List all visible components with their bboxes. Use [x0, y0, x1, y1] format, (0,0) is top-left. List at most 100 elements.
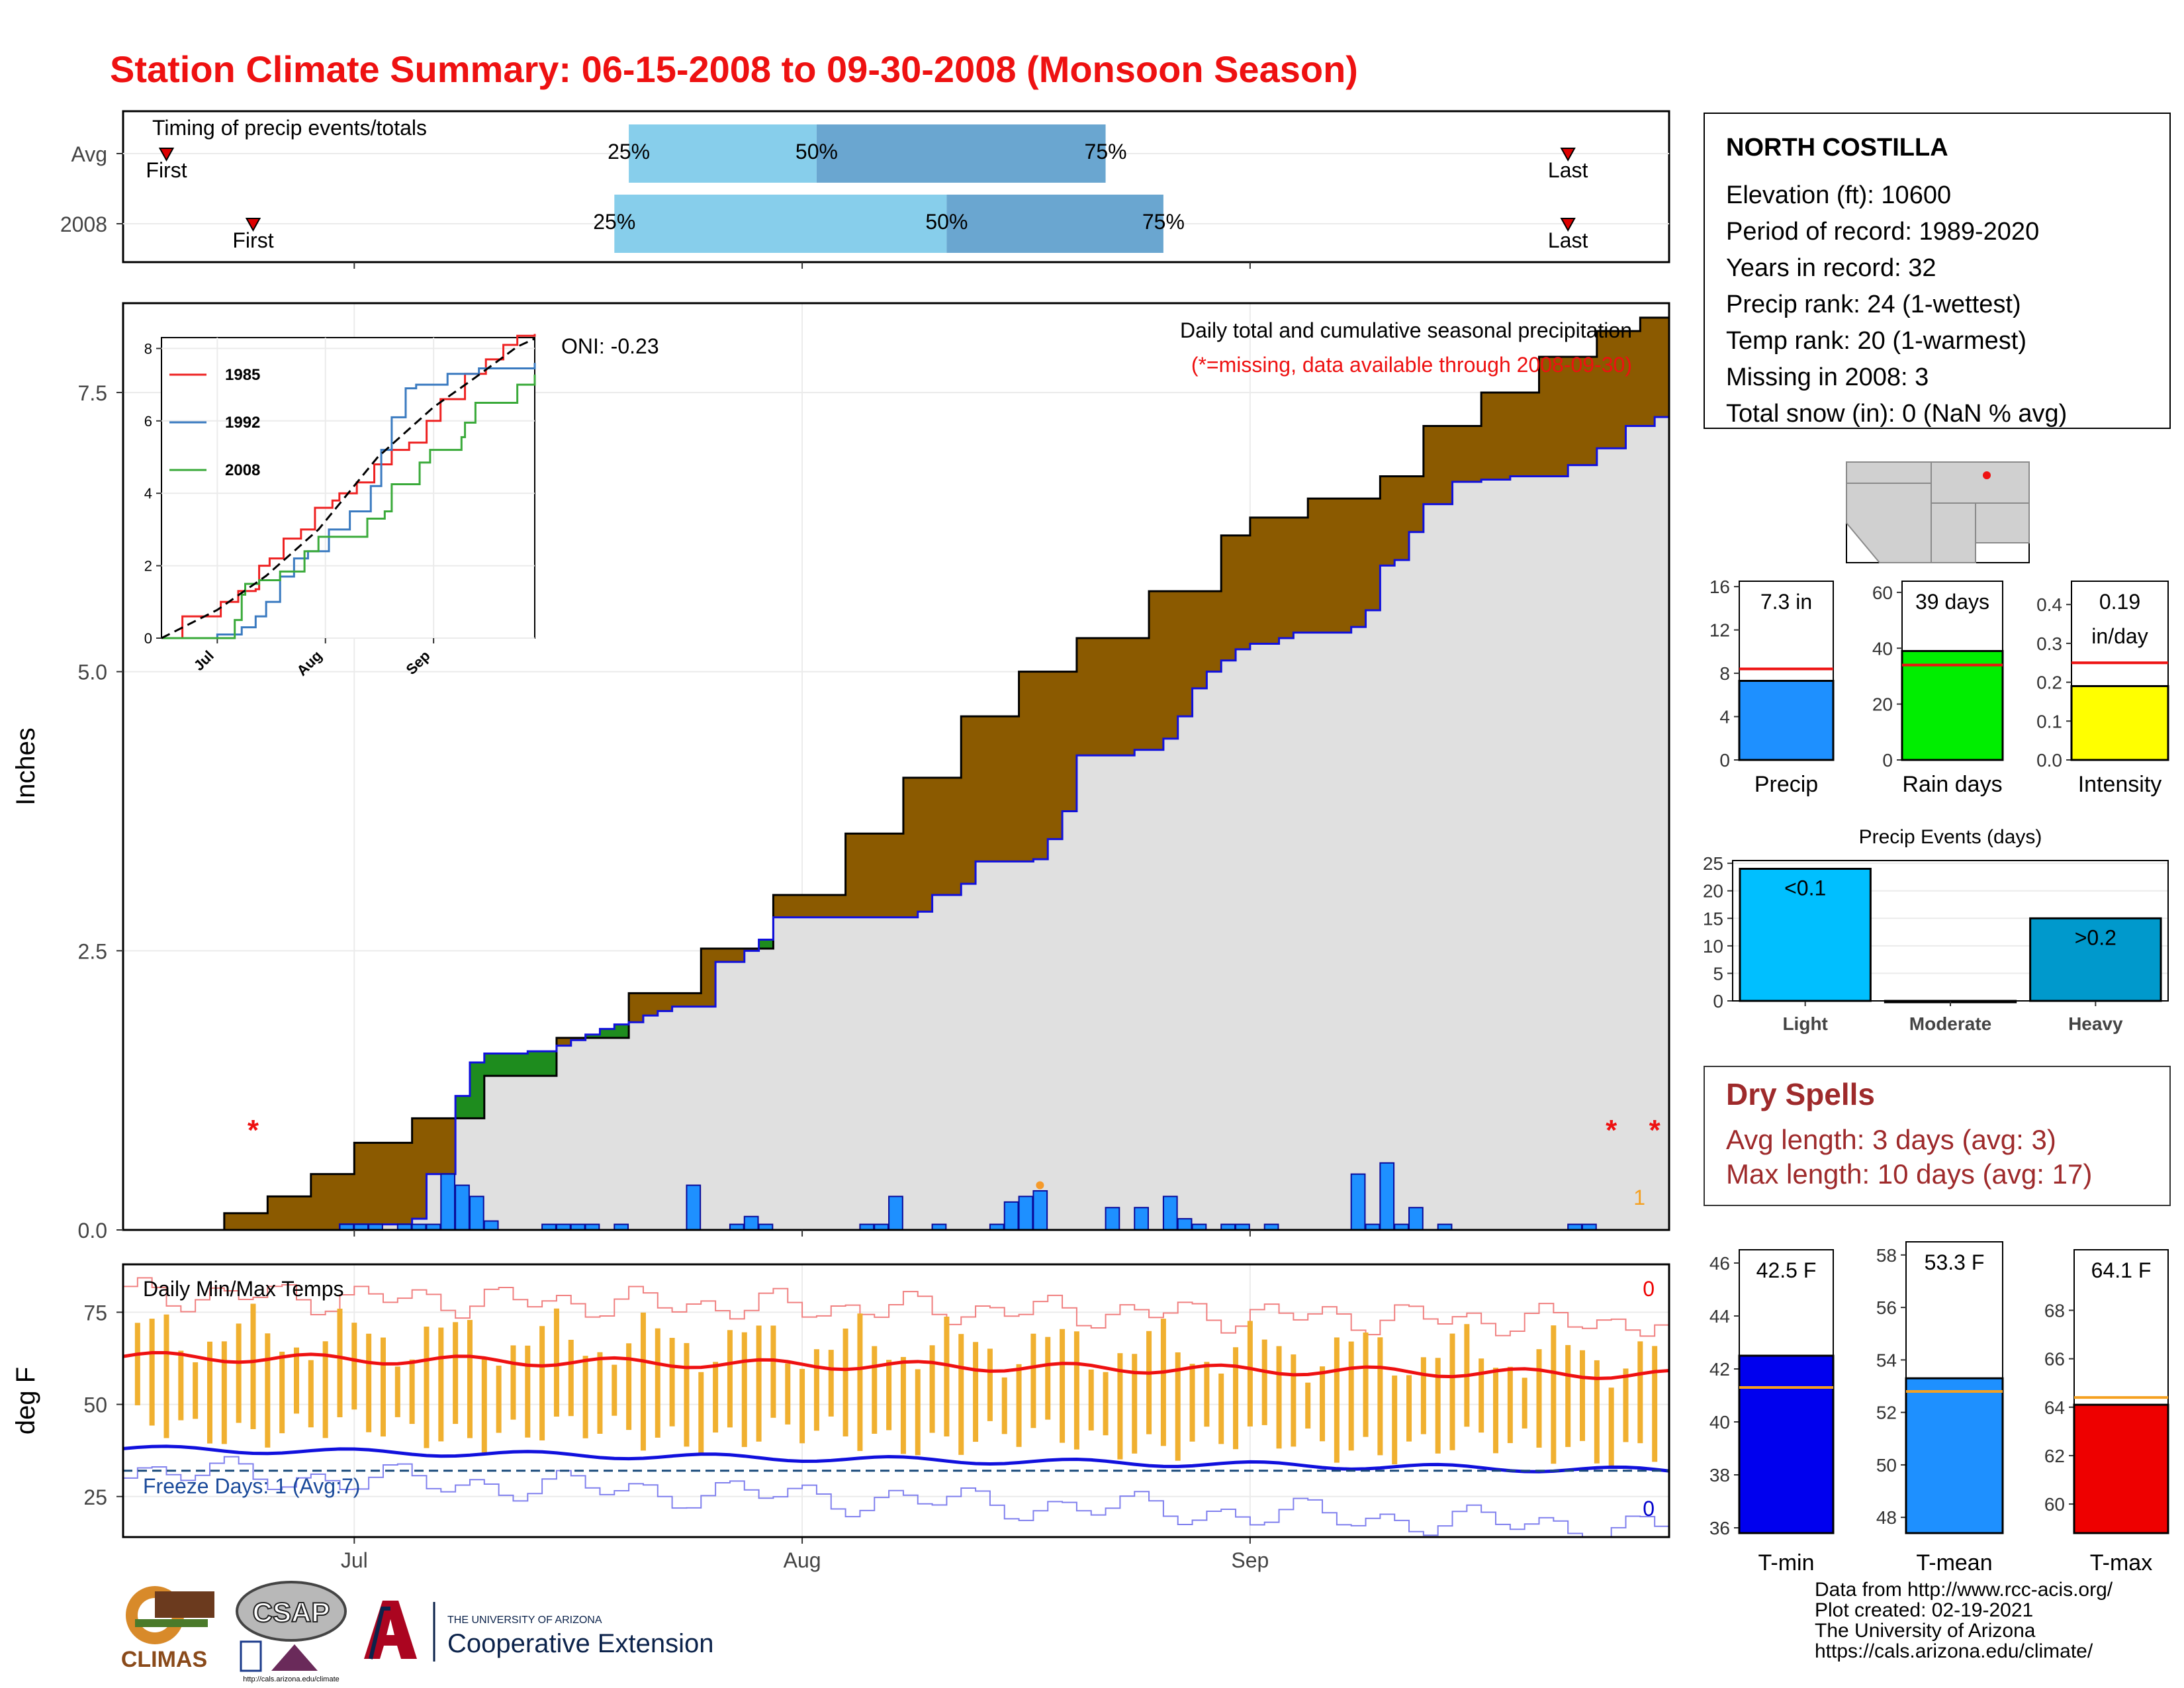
daily-temp-bar	[626, 1343, 632, 1430]
temp-xtick-label: Jul	[341, 1548, 368, 1572]
above-avg-area	[455, 1096, 471, 1119]
daily-temp-bar	[1594, 1360, 1600, 1464]
daily-temp-bar	[900, 1356, 906, 1454]
daily-temp-bar	[221, 1341, 227, 1444]
events-ytick-label: 20	[1703, 881, 1723, 902]
daily-precip-bar	[1003, 1201, 1019, 1230]
daily-precip-bar	[874, 1223, 889, 1230]
temp-title: Daily Min/Max Temps	[143, 1277, 343, 1301]
daily-temp-bar	[424, 1327, 430, 1448]
summary-ytick-label: 0	[1882, 750, 1893, 771]
daily-temp-bar	[236, 1323, 242, 1423]
daily-temp-bar	[409, 1359, 415, 1425]
summary-ytick-label: 40	[1709, 1412, 1730, 1432]
summary-ytick-label: 56	[1876, 1297, 1897, 1318]
events-ytick-label: 15	[1703, 908, 1723, 929]
daily-temp-bar	[1132, 1354, 1138, 1454]
precip-corner-count: 1	[1633, 1186, 1645, 1209]
station-name: NORTH COSTILLA	[1726, 134, 1948, 162]
daily-precip-bar	[368, 1223, 383, 1230]
cumulative-2008-area	[123, 417, 1669, 1230]
timing-marker-last	[1560, 148, 1576, 162]
timing-category-label: Avg	[71, 142, 107, 166]
daily-precip-bar	[758, 1223, 774, 1230]
summary-top-label-2: in/day	[2091, 624, 2148, 648]
temp-top-right-count: 0	[1643, 1277, 1655, 1301]
daily-temp-bar	[684, 1342, 690, 1447]
summary-bar	[2073, 1403, 2169, 1534]
summary-ytick-label: 20	[1872, 694, 1893, 715]
daily-precip-bar	[469, 1196, 484, 1230]
above-avg-area	[614, 1024, 629, 1038]
inset-legend-label: 1985	[225, 366, 260, 384]
daily-temp-bar	[799, 1368, 805, 1444]
daily-temp-bar	[1522, 1378, 1527, 1429]
daily-temp-bar	[1189, 1364, 1195, 1442]
footer-line: https://cals.arizona.edu/climate/	[1815, 1640, 2093, 1662]
daily-temp-bar	[770, 1325, 776, 1418]
above-avg-area	[600, 1029, 615, 1038]
daily-temp-bar	[380, 1337, 386, 1437]
daily-temp-bar	[1160, 1319, 1166, 1446]
daily-precip-bar	[584, 1223, 600, 1230]
daily-temp-bar	[958, 1334, 964, 1455]
summary-top-label: 7.3 in	[1760, 590, 1812, 614]
daily-temp-bar	[351, 1323, 357, 1410]
daily-precip-bar	[570, 1223, 586, 1230]
events-category-label: Heavy	[2068, 1013, 2123, 1034]
daily-precip-bar	[729, 1223, 745, 1230]
daily-temp-bar	[1493, 1368, 1499, 1454]
missing-marker: *	[248, 1114, 259, 1147]
footer-line: Plot created: 02-19-2021	[1815, 1599, 2034, 1621]
daily-temp-bar	[698, 1372, 704, 1456]
summary-ytick-label: 46	[1709, 1253, 1730, 1274]
summary-bar-label: T-mean	[1916, 1550, 1992, 1575]
events-chart: 0 5 10 15 20 25 <0.1 Light Moderate >0.2 Heavy Prec…	[1703, 826, 2169, 1034]
inset-frame	[161, 337, 535, 639]
above-avg-area	[498, 1053, 514, 1076]
inset-ytick-label: 8	[144, 340, 152, 357]
daily-temp-bar	[1435, 1358, 1441, 1454]
summary-bar-label: Precip	[1754, 772, 1818, 797]
summary-bar-label: Intensity	[2078, 772, 2162, 797]
daily-precip-bar	[1177, 1218, 1193, 1230]
summary-ytick-label: 58	[1876, 1245, 1897, 1266]
station-precip-rank: Precip rank: 24 (1-wettest)	[1726, 291, 2021, 318]
daily-temp-bar	[1117, 1353, 1123, 1460]
daily-precip-bar	[888, 1196, 903, 1230]
events-bar	[2029, 917, 2162, 1002]
record-high-line	[123, 1277, 1669, 1337]
daily-temp-bar	[1565, 1344, 1571, 1447]
daily-temp-bar	[915, 1369, 921, 1456]
above-avg-area	[542, 1051, 557, 1076]
summary-top-label: 39 days	[1915, 590, 1989, 614]
summary-ytick-label: 0.0	[2036, 750, 2062, 771]
daily-temp-bar	[1073, 1331, 1079, 1450]
daily-temp-bar	[337, 1308, 343, 1417]
daily-precip-bar	[859, 1223, 875, 1230]
precip-subtitle: (*=missing, data available through 2008-…	[1191, 353, 1632, 377]
daily-precip-bar	[555, 1223, 571, 1230]
season-bars: 0 4 8 12 16 7.3 in Precip 0 20 40 60 39 days Rain da…	[1709, 577, 2169, 797]
daily-temp-bar	[944, 1317, 950, 1436]
temp-chart: 25 50 75 Jul Aug Sep Daily Min/Max Temps Freeze…	[11, 1263, 1670, 1572]
summary-top-label: 42.5 F	[1756, 1258, 1817, 1282]
daily-temp-bar	[1103, 1372, 1109, 1436]
precip-frame	[122, 302, 1670, 1231]
daily-temp-bar	[1030, 1333, 1036, 1429]
daily-temp-bar	[1088, 1369, 1094, 1430]
daily-temp-bar	[163, 1314, 169, 1438]
daily-temp-bar	[872, 1346, 878, 1434]
daily-precip-bar	[1582, 1223, 1597, 1230]
oni-label: ONI: -0.23	[561, 334, 659, 358]
daily-temp-bar	[1420, 1357, 1426, 1434]
summary-ytick-label: 0.2	[2036, 673, 2062, 693]
temp-bars: 36 38 40 42 44 46 42.5 F T-min 48 50 52 54 56 58 53.3 …	[1709, 1241, 2169, 1575]
timing-marker-first	[245, 218, 261, 232]
dry-spells-panel: Dry Spells Avg length: 3 days (avg: 3) M…	[1704, 1066, 2171, 1206]
station-missing: Missing in 2008: 3	[1726, 363, 1929, 391]
daily-temp-bar	[308, 1360, 314, 1428]
station-info-panel: NORTH COSTILLA Elevation (ft): 10600 Per…	[1704, 113, 2171, 429]
daily-precip-bar	[1134, 1207, 1149, 1230]
timing-last-label: Last	[1548, 158, 1588, 182]
